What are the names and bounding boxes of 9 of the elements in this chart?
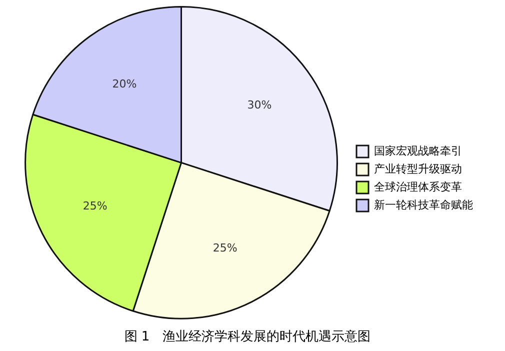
legend-label: 全球治理体系变革 [374, 180, 462, 194]
text: 图 1 渔业经济学科发展的时代机遇示意图 [124, 330, 371, 345]
data-label: 25% [212, 242, 238, 255]
legend-label: 新一轮科技革命赋能 [374, 198, 473, 212]
data-label: 30% [247, 98, 272, 112]
data-label: 20% [112, 77, 137, 90]
legend-label: 国家宏观战略牵引 [374, 144, 462, 158]
legend-label: 产业转型升级驱动 [374, 162, 462, 176]
data-label: 25% [82, 199, 108, 212]
